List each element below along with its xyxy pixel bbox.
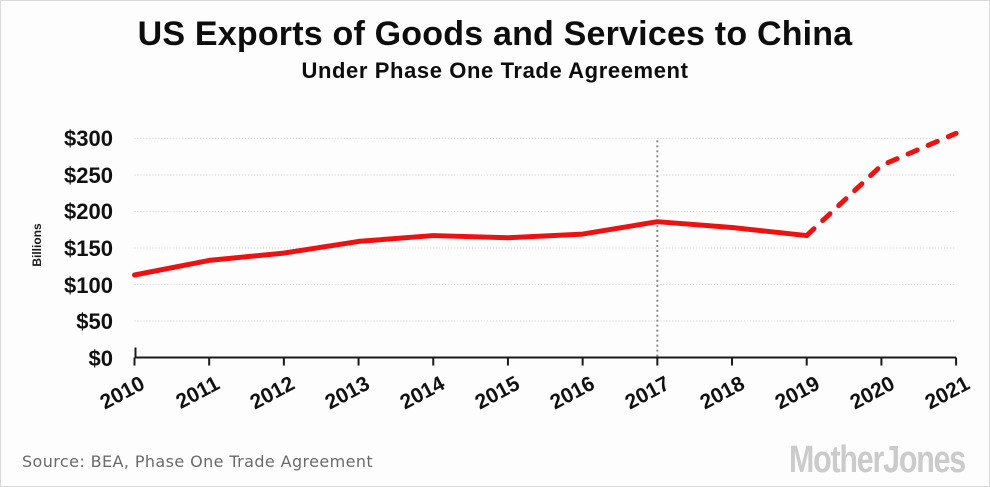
x-axis [133, 347, 958, 366]
chart-title: US Exports of Goods and Services to Chin… [137, 15, 853, 53]
y-tick-label: $0 [88, 346, 113, 371]
y-tick-label: $200 [64, 199, 113, 225]
source-note: Source: BEA, Phase One Trade Agreement [22, 452, 374, 471]
gridlines [134, 137, 957, 322]
y-tick-label: $50 [76, 309, 113, 335]
y-tick-label: $100 [64, 272, 113, 298]
series-phase-one-projection [804, 130, 959, 239]
y-tick-label: $300 [64, 126, 113, 151]
series-actual-exports [131, 219, 810, 278]
motherjones-logo: MotherJones [789, 439, 966, 481]
y-tick-label: $150 [64, 236, 113, 261]
chart-subtitle: Under Phase One Trade Agreement [301, 58, 689, 83]
y-tick-label: $250 [64, 162, 113, 188]
